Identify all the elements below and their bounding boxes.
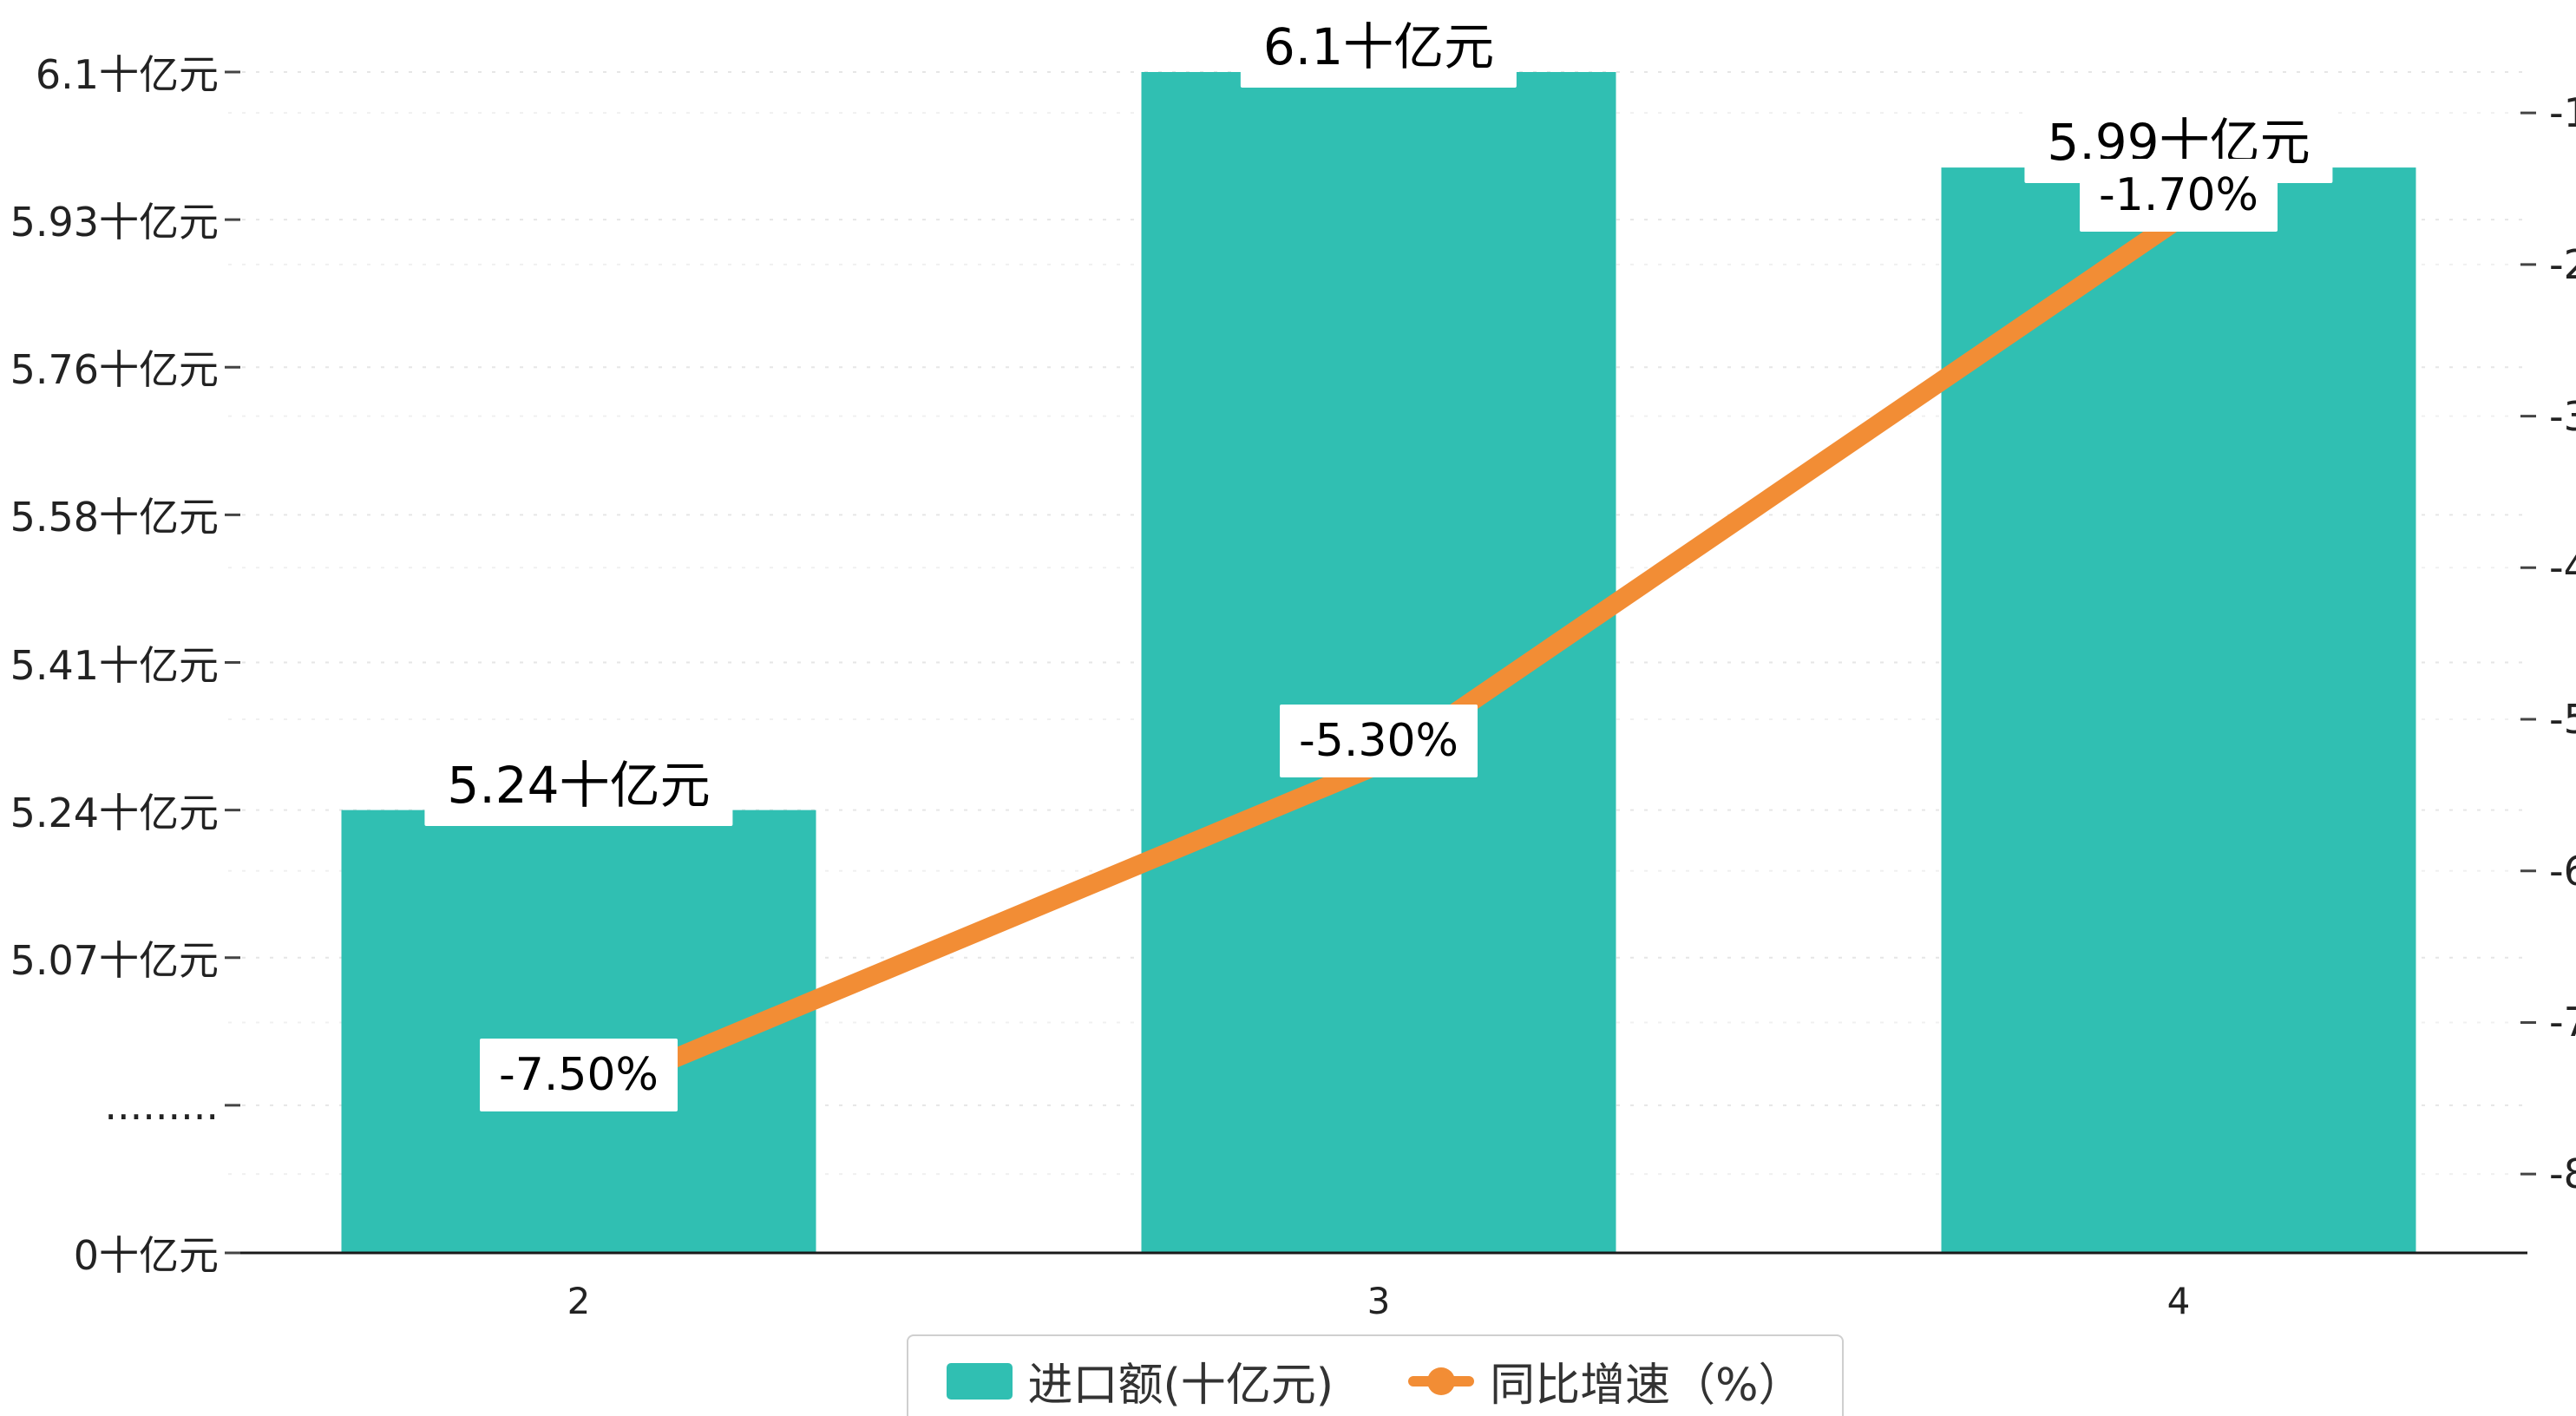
left-axis-tick-label: 6.1十亿元 <box>35 51 219 98</box>
bar-value-label: 5.24十亿元 <box>424 735 733 826</box>
legend-label-imports: 进口额(十亿元) <box>1027 1360 1334 1412</box>
line-series-dot-icon <box>1427 1367 1456 1395</box>
growth-value-label: -7.50% <box>480 1038 678 1111</box>
right-axis-tick-label: -3 <box>2549 392 2576 440</box>
legend-item-growth-line[interactable]: 同比增速（%） <box>1408 1348 1804 1413</box>
left-axis-tick-label: 5.24十亿元 <box>10 789 219 836</box>
growth-value-label: -5.30% <box>1280 705 1478 778</box>
line-series-marker-icon <box>1408 1367 1475 1395</box>
right-axis-tick-label: -8 <box>2549 1150 2576 1198</box>
right-axis-tick-label: -7 <box>2549 999 2576 1046</box>
growth-value-label: -1.70% <box>2080 159 2278 233</box>
bar <box>1941 167 2416 1253</box>
left-axis-tick-label: 5.41十亿元 <box>10 641 219 689</box>
x-axis-tick-label: 4 <box>2166 1280 2191 1322</box>
left-axis-tick-label: 5.58十亿元 <box>10 494 219 541</box>
right-axis-tick-label: -1 <box>2549 89 2576 137</box>
left-axis-tick-label: 5.07十亿元 <box>10 936 219 984</box>
left-axis-tick-label: 0十亿元 <box>73 1232 219 1279</box>
right-axis-tick-label: -6 <box>2549 847 2576 895</box>
legend-item-imports-bar[interactable]: 进口额(十亿元) <box>946 1348 1334 1413</box>
left-axis-break-label: ......... <box>104 1081 219 1129</box>
legend: 进口额(十亿元) 同比增速（%） <box>906 1334 1844 1416</box>
right-axis-tick-label: -5 <box>2549 696 2576 744</box>
right-axis-tick-label: -2 <box>2549 240 2576 288</box>
left-axis-tick-label: 5.76十亿元 <box>10 346 219 394</box>
x-axis-tick-label: 3 <box>1367 1280 1391 1322</box>
bar-series-swatch-icon <box>946 1362 1013 1400</box>
bar-value-label: 6.1十亿元 <box>1240 0 1517 88</box>
right-axis-tick-label: -4 <box>2549 544 2576 592</box>
left-axis-tick-label: 5.93十亿元 <box>10 199 219 246</box>
legend-label-growth: 同比增速（%） <box>1490 1360 1804 1412</box>
x-axis-tick-label: 2 <box>567 1280 591 1322</box>
